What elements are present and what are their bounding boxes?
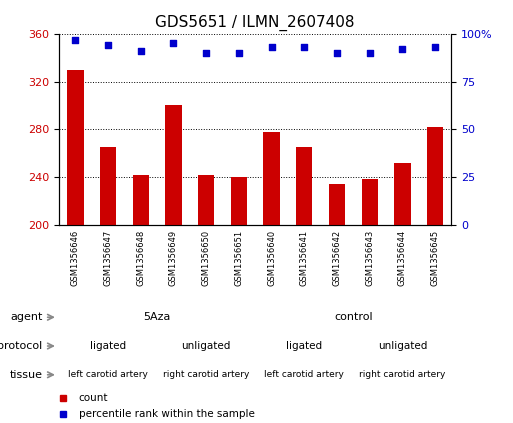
- Bar: [329, 184, 345, 225]
- Point: [333, 49, 341, 56]
- Text: left carotid artery: left carotid artery: [264, 370, 344, 379]
- Bar: [165, 105, 182, 225]
- Text: control: control: [334, 312, 372, 322]
- Point: [398, 46, 406, 52]
- Bar: [132, 175, 149, 225]
- Text: right carotid artery: right carotid artery: [163, 370, 249, 379]
- Text: left carotid artery: left carotid artery: [68, 370, 148, 379]
- Text: count: count: [78, 393, 108, 403]
- Bar: [231, 177, 247, 225]
- Text: GSM1356640: GSM1356640: [267, 230, 276, 286]
- Text: unligated: unligated: [182, 341, 231, 351]
- Text: tissue: tissue: [9, 370, 43, 380]
- Point: [267, 44, 275, 51]
- Text: GSM1356644: GSM1356644: [398, 230, 407, 286]
- Point: [104, 42, 112, 49]
- Bar: [362, 179, 378, 225]
- Text: percentile rank within the sample: percentile rank within the sample: [78, 409, 254, 419]
- Point: [366, 49, 374, 56]
- Title: GDS5651 / ILMN_2607408: GDS5651 / ILMN_2607408: [155, 15, 355, 31]
- Text: right carotid artery: right carotid artery: [359, 370, 446, 379]
- Text: GSM1356647: GSM1356647: [104, 230, 112, 286]
- Bar: [427, 127, 443, 225]
- Bar: [394, 162, 410, 225]
- Text: GSM1356641: GSM1356641: [300, 230, 309, 286]
- Text: ligated: ligated: [90, 341, 126, 351]
- Bar: [296, 147, 312, 225]
- Text: protocol: protocol: [0, 341, 43, 351]
- Text: ligated: ligated: [286, 341, 322, 351]
- Text: agent: agent: [10, 312, 43, 322]
- Point: [431, 44, 439, 51]
- Text: GSM1356651: GSM1356651: [234, 230, 243, 286]
- Text: GSM1356646: GSM1356646: [71, 230, 80, 286]
- Point: [169, 40, 177, 47]
- Point: [71, 36, 80, 43]
- Text: GSM1356645: GSM1356645: [430, 230, 440, 286]
- Bar: [263, 132, 280, 225]
- Text: GSM1356643: GSM1356643: [365, 230, 374, 286]
- Point: [235, 49, 243, 56]
- Point: [202, 49, 210, 56]
- Bar: [198, 175, 214, 225]
- Text: unligated: unligated: [378, 341, 427, 351]
- Text: GSM1356642: GSM1356642: [332, 230, 342, 286]
- Text: GSM1356649: GSM1356649: [169, 230, 178, 286]
- Bar: [67, 70, 84, 225]
- Text: GSM1356650: GSM1356650: [202, 230, 211, 286]
- Bar: [100, 147, 116, 225]
- Text: 5Aza: 5Aza: [144, 312, 171, 322]
- Text: GSM1356648: GSM1356648: [136, 230, 145, 286]
- Point: [136, 48, 145, 55]
- Point: [300, 44, 308, 51]
